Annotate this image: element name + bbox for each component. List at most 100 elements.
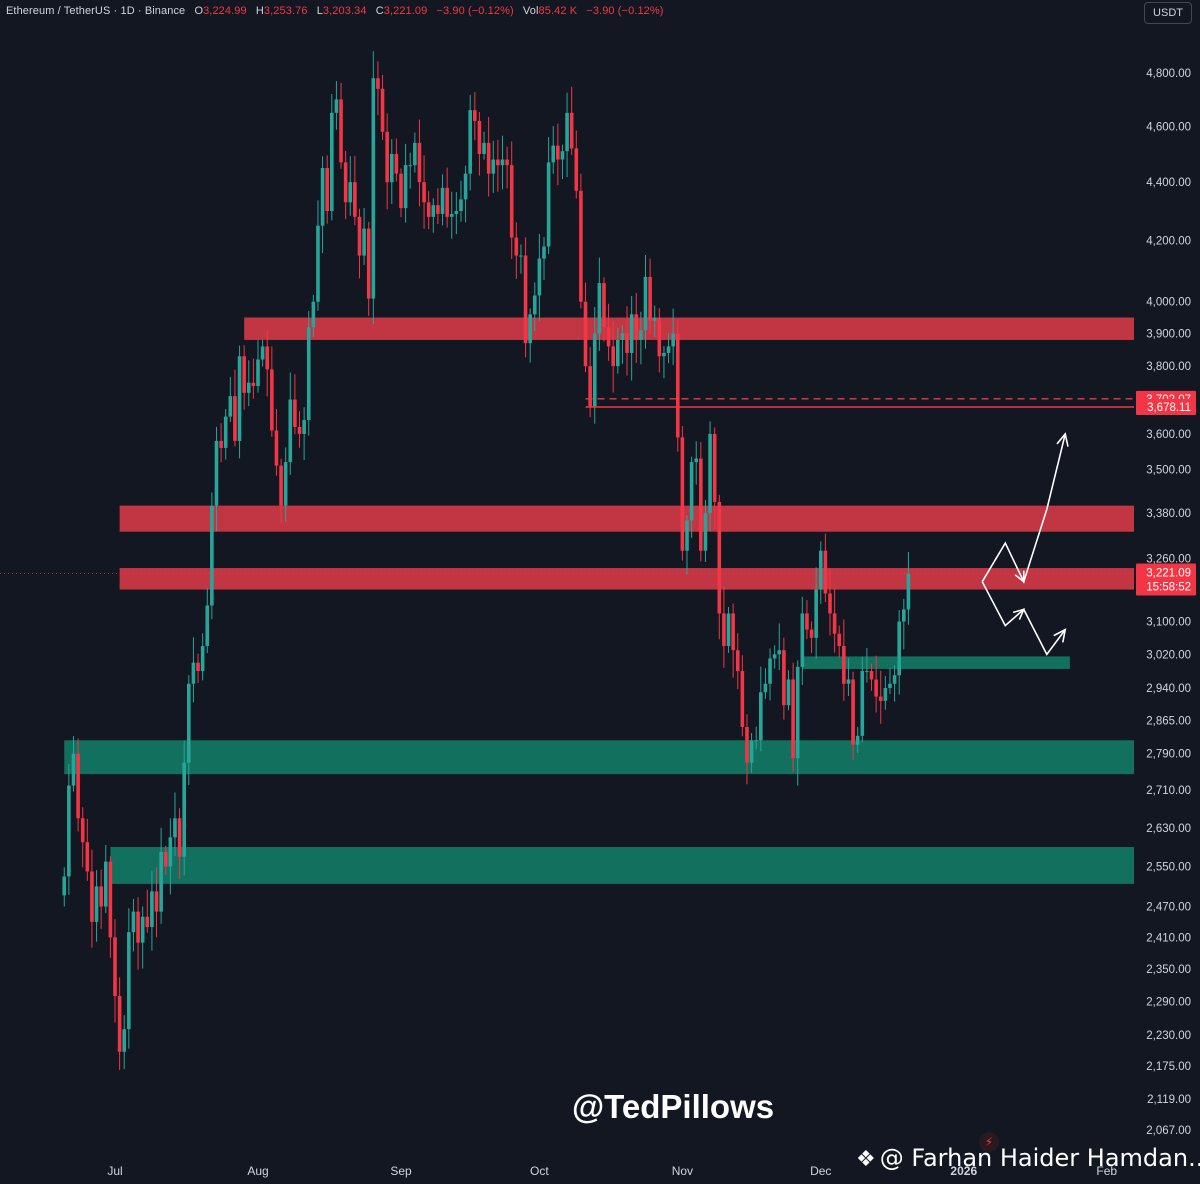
candle-body (837, 633, 842, 647)
candle (343, 150, 348, 220)
candle (385, 113, 389, 210)
candle (754, 726, 758, 750)
candle-body (897, 621, 901, 676)
candle (865, 648, 869, 683)
candle (182, 740, 186, 876)
countdown-label: 15:58:52 (1146, 581, 1191, 593)
candle-body (242, 356, 246, 393)
candle-body (449, 213, 454, 217)
candle-body (546, 162, 551, 247)
candle (154, 867, 159, 938)
candle-body (214, 440, 219, 506)
candle (703, 500, 708, 562)
candle-body (233, 396, 237, 441)
candle-body (431, 205, 436, 217)
low-value: 3,203.34 (322, 5, 367, 17)
candle (496, 139, 500, 192)
time-tick-label: Jul (107, 1164, 122, 1178)
price-tick-label: 3,380.00 (1146, 508, 1191, 520)
candle (403, 143, 408, 223)
candle (842, 619, 846, 701)
candle-body (459, 199, 463, 212)
candle (205, 587, 210, 654)
candle-body (219, 440, 223, 448)
candle (256, 340, 260, 393)
price-badge-bg (1136, 398, 1196, 415)
candle-body (468, 110, 472, 174)
price-tick-label: 2,230.00 (1146, 1030, 1191, 1042)
price-tick-label: 2,175.00 (1146, 1061, 1191, 1073)
candle-body (726, 613, 731, 647)
candle (657, 308, 662, 373)
candle (837, 625, 842, 658)
lightning-icon: ⚡ (979, 1132, 999, 1152)
candle-body (892, 675, 897, 684)
candle-body (288, 399, 293, 463)
candle (283, 447, 288, 522)
candle (643, 254, 648, 349)
candle (602, 277, 606, 342)
candle (634, 292, 639, 363)
candle (265, 330, 270, 397)
price-tick-label: 2,790.00 (1146, 749, 1191, 761)
candle (127, 908, 131, 1049)
candle-body (505, 159, 509, 166)
candle-body (270, 369, 274, 431)
candle (800, 596, 805, 685)
candle (117, 977, 122, 1070)
candle-body (675, 333, 680, 438)
candle (71, 736, 76, 792)
candle-body (846, 679, 851, 684)
candle (597, 257, 602, 351)
candle (246, 360, 251, 406)
candle-body (399, 173, 403, 209)
candle (823, 533, 828, 602)
candle (228, 376, 233, 422)
candle-body (865, 671, 869, 673)
candle-body (482, 142, 486, 154)
candle (514, 222, 519, 279)
candle-body (869, 671, 874, 680)
candle (892, 665, 897, 702)
candle (242, 345, 246, 410)
candle (108, 856, 113, 958)
candle (260, 339, 265, 367)
candle-body (542, 246, 546, 259)
candle (592, 307, 597, 424)
currency-button[interactable]: USDT (1144, 2, 1192, 24)
candle (731, 603, 735, 678)
candle-body (625, 333, 629, 353)
candle-body (463, 173, 468, 200)
price-tick-label: 2,550.00 (1146, 862, 1191, 874)
candle (523, 237, 528, 358)
candle-body (763, 683, 768, 693)
candle-body (191, 662, 196, 684)
candle-body (888, 683, 892, 688)
candle-body (556, 145, 560, 160)
candle (556, 123, 560, 186)
candle (818, 541, 823, 604)
price-tick-label: 2,470.00 (1146, 902, 1191, 914)
candle-body (366, 228, 371, 299)
candle (662, 345, 666, 379)
candle-body (800, 613, 805, 667)
price-tick-label: 3,100.00 (1146, 617, 1191, 629)
bullish-scenario-arrow-head (1056, 432, 1069, 447)
candle (671, 308, 675, 365)
candle-body (168, 837, 173, 867)
candle (851, 671, 855, 760)
candle (675, 319, 680, 452)
candle-body (122, 1029, 127, 1052)
candle-body (874, 679, 878, 697)
price-tick-label: 4,200.00 (1146, 236, 1191, 248)
candle (689, 456, 694, 538)
price-axis[interactable]: 4,800.00 4,600.00 4,400.00 4,200.00 4,000.00… (1134, 0, 1200, 1184)
symbol-title[interactable]: Ethereum / TetherUS · 1D · Binance (6, 5, 186, 17)
candle-body (860, 671, 865, 736)
time-axis[interactable]: Jul Aug Sep Oct Nov Dec 2026 Feb (107, 1164, 1117, 1178)
candle-body (782, 650, 786, 706)
candle (251, 358, 256, 399)
candle-body (376, 78, 380, 89)
candle-body (473, 110, 477, 121)
